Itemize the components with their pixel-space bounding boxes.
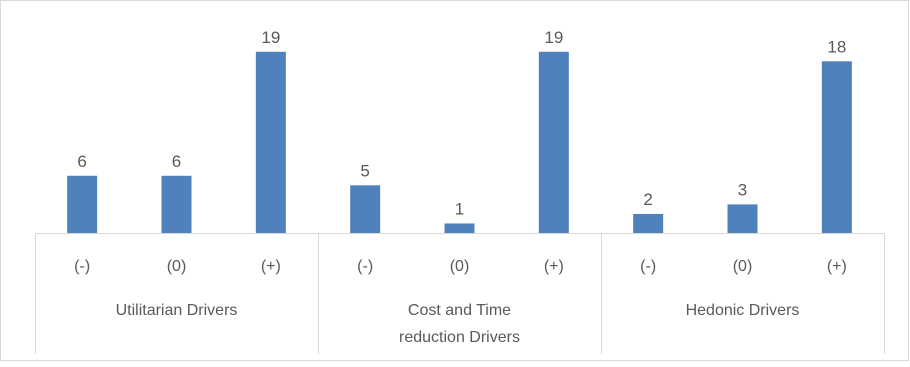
tick-label: (0) [167, 258, 187, 275]
tick-label: (+) [827, 258, 847, 275]
data-label: 2 [643, 190, 652, 209]
data-label: 1 [455, 199, 464, 218]
axis-layer [35, 233, 885, 354]
bar [633, 213, 664, 233]
data-label: 18 [827, 37, 846, 56]
bars-layer [67, 51, 852, 234]
labels-layer: 6 (-) 6 (0) 19 (+) Utilitarian Drivers 5 (-) 1 (0)… [74, 28, 847, 346]
data-label: 19 [544, 28, 563, 47]
bar [255, 51, 286, 234]
data-label: 3 [738, 180, 747, 199]
data-label: 6 [77, 152, 86, 171]
bar [350, 185, 381, 233]
tick-label: (-) [357, 258, 373, 275]
bar [67, 175, 98, 233]
tick-label: (+) [544, 258, 564, 275]
bar [538, 51, 569, 234]
group-label: Cost and Time [408, 302, 511, 319]
bar [444, 223, 475, 233]
bar [161, 175, 192, 233]
data-label: 5 [360, 161, 369, 180]
group-label: reduction Drivers [399, 329, 520, 346]
group-label: Utilitarian Drivers [116, 302, 238, 319]
group-label: Hedonic Drivers [686, 302, 800, 319]
tick-label: (-) [640, 258, 656, 275]
data-label: 19 [261, 28, 280, 47]
tick-label: (0) [450, 258, 470, 275]
bar [727, 204, 758, 233]
tick-label: (0) [733, 258, 753, 275]
tick-label: (+) [261, 258, 281, 275]
bar [821, 61, 852, 233]
tick-label: (-) [74, 258, 90, 275]
data-label: 6 [172, 152, 181, 171]
